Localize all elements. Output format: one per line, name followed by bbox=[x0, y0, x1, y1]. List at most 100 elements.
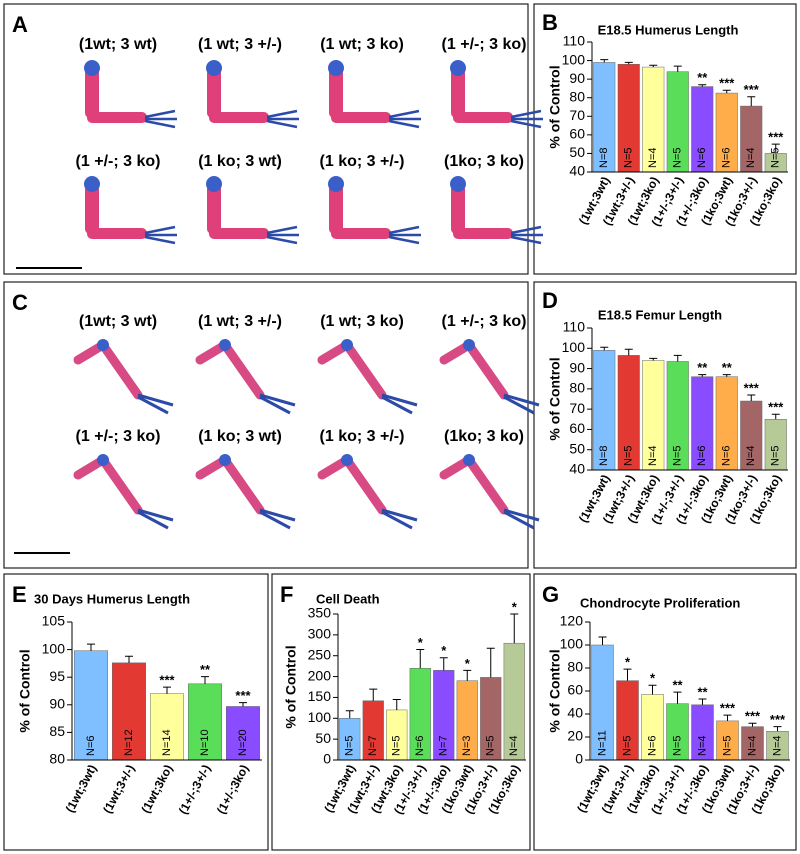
n-label: N=3 bbox=[461, 736, 473, 757]
limb-bones bbox=[439, 453, 509, 515]
joint bbox=[328, 176, 344, 192]
joint bbox=[450, 60, 466, 76]
error-bar bbox=[624, 348, 633, 356]
n-label: N=5 bbox=[721, 736, 733, 757]
panel-d-frame bbox=[533, 281, 797, 569]
significance-label: ** bbox=[697, 360, 708, 375]
panel-e-frame bbox=[3, 573, 269, 851]
hand bbox=[144, 225, 177, 245]
error-bar bbox=[163, 686, 171, 694]
significance-label: ** bbox=[722, 360, 733, 375]
n-label: N=4 bbox=[647, 446, 659, 467]
bar bbox=[74, 650, 108, 761]
significance-label: *** bbox=[770, 712, 786, 727]
n-label: N=5 bbox=[770, 446, 782, 467]
x-tick-label: (1+/-;3ko) bbox=[214, 762, 252, 816]
n-label: N=12 bbox=[123, 729, 135, 756]
n-label: N=4 bbox=[647, 148, 659, 169]
limb-bones bbox=[317, 453, 387, 515]
y-tick-label: 0 bbox=[575, 751, 583, 767]
limb-bones bbox=[317, 338, 387, 400]
limb-bones bbox=[73, 338, 143, 400]
chart-title: Chondrocyte Proliferation bbox=[580, 595, 740, 610]
upper-limb-bone bbox=[207, 68, 221, 118]
forearm-bone bbox=[453, 228, 513, 239]
significance-label: * bbox=[650, 671, 656, 686]
y-tick-label: 350 bbox=[308, 605, 332, 621]
foot bbox=[259, 393, 296, 415]
chart-title: 30 Days Humerus Length bbox=[34, 591, 190, 606]
n-label: N=6 bbox=[721, 148, 733, 169]
x-tick-label: (1+/-;3+/-) bbox=[176, 762, 214, 816]
significance-label: *** bbox=[159, 673, 175, 688]
y-tick-label: 40 bbox=[569, 163, 585, 179]
panel-g-frame bbox=[533, 573, 797, 851]
y-tick-label: 0 bbox=[323, 751, 331, 767]
y-axis-label: % of Control bbox=[283, 645, 299, 728]
error-bar bbox=[673, 691, 682, 704]
error-bar bbox=[392, 699, 401, 710]
y-tick-label: 105 bbox=[42, 613, 66, 629]
error-bar bbox=[345, 710, 354, 719]
genotype-label: (1 ko; 3 +/-) bbox=[320, 153, 405, 170]
hand bbox=[510, 225, 543, 245]
hand bbox=[388, 225, 421, 245]
error-bar bbox=[648, 684, 657, 695]
forearm-bone bbox=[87, 228, 147, 239]
panel-letter: A bbox=[12, 12, 28, 37]
y-tick-label: 60 bbox=[569, 126, 585, 142]
n-label: N=5 bbox=[672, 446, 684, 467]
y-tick-label: 80 bbox=[569, 380, 585, 396]
genotype-label: (1 +/-; 3 ko) bbox=[442, 36, 527, 53]
genotype-label: (1wt; 3 wt) bbox=[79, 36, 157, 53]
hand bbox=[510, 109, 543, 129]
hand bbox=[266, 109, 299, 129]
y-tick-label: 120 bbox=[560, 613, 584, 629]
significance-label: * bbox=[418, 635, 424, 650]
y-axis-label: % of Control bbox=[17, 649, 33, 732]
error-bar bbox=[416, 648, 425, 669]
upper-limb-bone bbox=[451, 68, 465, 118]
y-tick-label: 40 bbox=[567, 705, 583, 721]
y-axis-label: % of Control bbox=[547, 357, 563, 440]
significance-label: *** bbox=[720, 701, 736, 716]
y-tick-label: 300 bbox=[308, 626, 332, 642]
panel-f-frame bbox=[271, 573, 531, 851]
hand bbox=[266, 225, 299, 245]
y-axis-label: % of Control bbox=[547, 65, 563, 148]
error-bar bbox=[773, 726, 782, 732]
n-label: N=7 bbox=[438, 736, 450, 757]
n-label: N=6 bbox=[696, 148, 708, 169]
n-label: N=4 bbox=[508, 736, 520, 757]
n-label: N=5 bbox=[485, 736, 497, 757]
y-tick-label: 85 bbox=[49, 723, 65, 739]
genotype-label: (1 ko; 3 +/-) bbox=[320, 428, 405, 445]
y-tick-label: 50 bbox=[569, 440, 585, 456]
y-tick-label: 50 bbox=[569, 144, 585, 160]
y-tick-label: 80 bbox=[569, 88, 585, 104]
limb-bones bbox=[195, 453, 265, 515]
y-tick-label: 100 bbox=[562, 51, 586, 67]
genotype-label: (1 wt; 3 +/-) bbox=[198, 313, 282, 330]
joint bbox=[84, 60, 100, 76]
n-label: N=14 bbox=[161, 729, 173, 756]
y-tick-label: 60 bbox=[569, 420, 585, 436]
significance-label: * bbox=[441, 643, 447, 658]
chart-title: Cell Death bbox=[316, 591, 380, 606]
genotype-label: (1 +/-; 3 ko) bbox=[442, 313, 527, 330]
y-tick-label: 90 bbox=[49, 696, 65, 712]
genotype-label: (1 wt; 3 ko) bbox=[320, 313, 404, 330]
genotype-label: (1 wt; 3 ko) bbox=[320, 36, 404, 53]
panel-a-frame bbox=[3, 3, 529, 275]
y-tick-label: 150 bbox=[308, 688, 332, 704]
joint bbox=[450, 176, 466, 192]
y-tick-label: 110 bbox=[563, 319, 586, 335]
y-tick-label: 250 bbox=[308, 646, 332, 662]
error-bar bbox=[239, 702, 247, 707]
significance-label: * bbox=[512, 599, 518, 614]
error-bar bbox=[722, 374, 731, 377]
error-bar bbox=[486, 647, 495, 678]
n-label: N=6 bbox=[414, 736, 426, 757]
y-tick-label: 50 bbox=[315, 730, 331, 746]
